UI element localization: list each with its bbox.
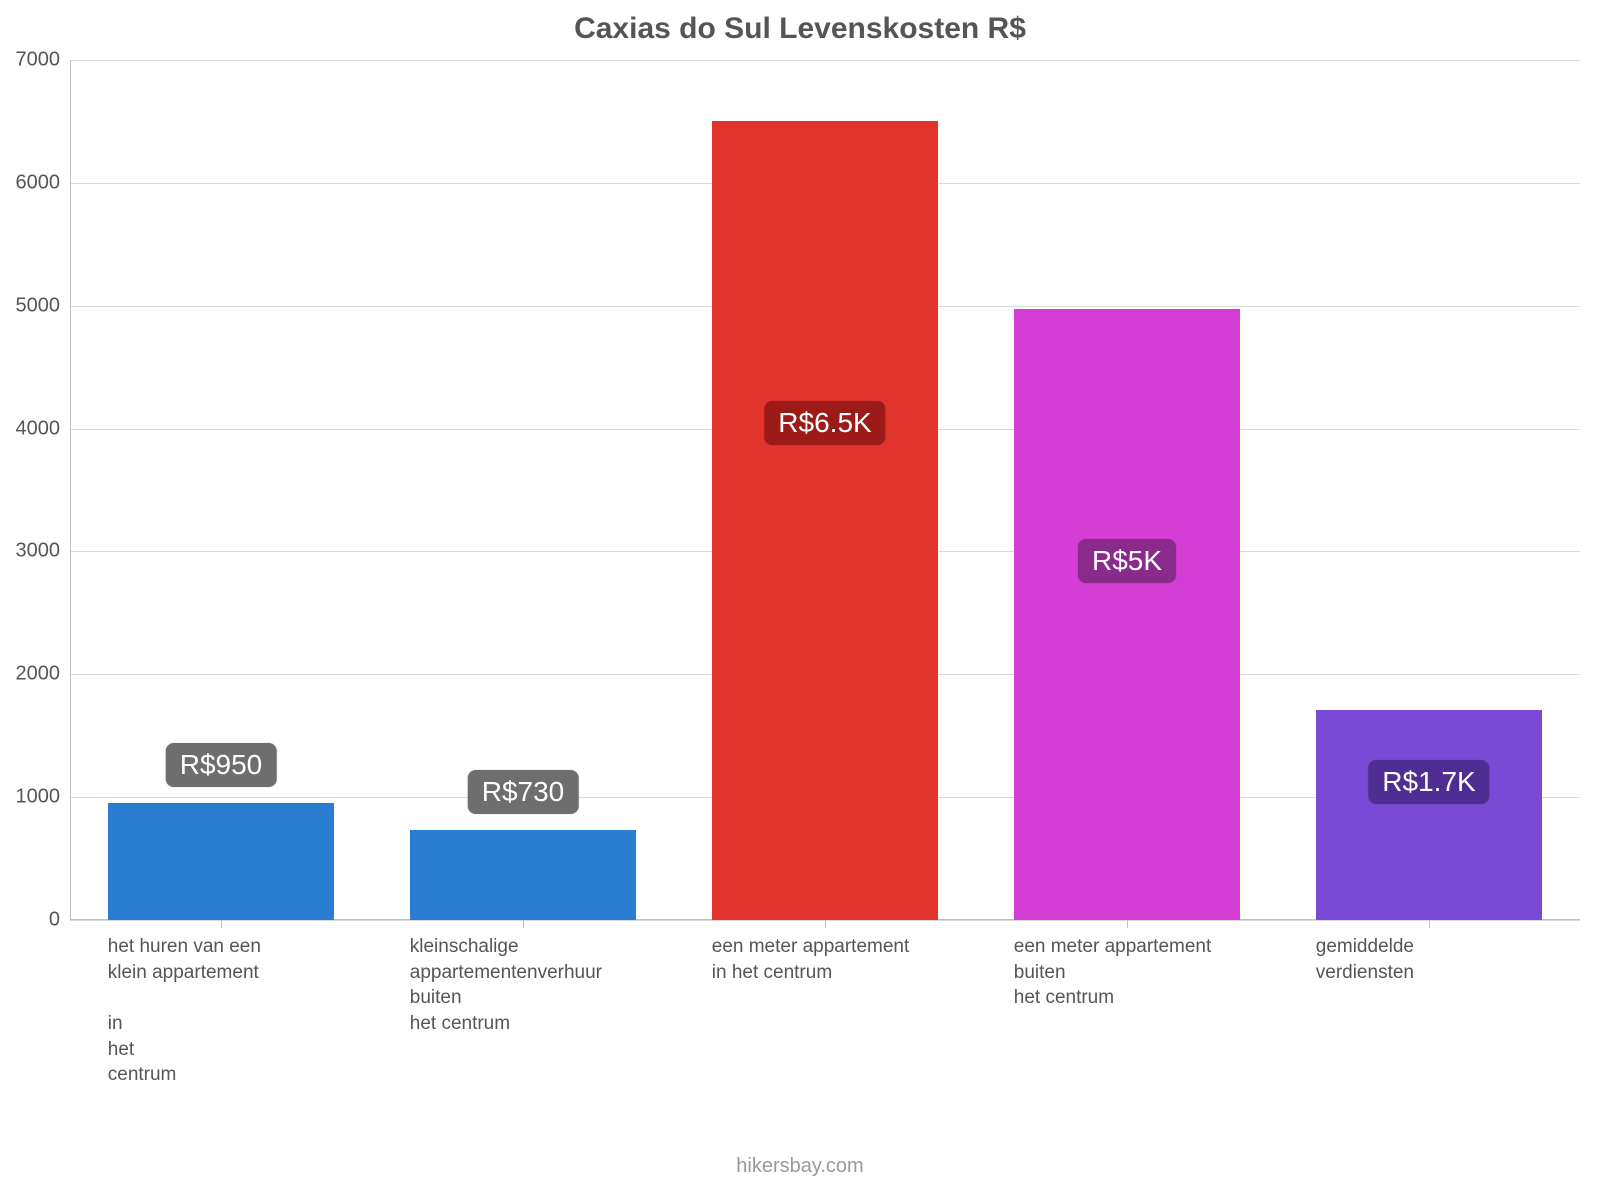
x-axis-label: kleinschalige appartementenverhuur buite…: [410, 934, 637, 1037]
y-tick-label: 5000: [16, 294, 71, 317]
y-tick-label: 2000: [16, 663, 71, 686]
bar-value-label: R$950: [166, 743, 277, 787]
bar: R$6.5K: [712, 121, 939, 920]
x-tick-mark: [523, 920, 524, 928]
x-tick-mark: [825, 920, 826, 928]
bar-value-label: R$6.5K: [764, 401, 885, 445]
bar: R$5K: [1014, 309, 1241, 920]
x-axis-label: een meter appartement buiten het centrum: [1014, 934, 1241, 1011]
x-tick-mark: [1429, 920, 1430, 928]
x-axis-label: gemiddelde verdiensten: [1316, 934, 1543, 985]
bar-value-label: R$1.7K: [1368, 760, 1489, 804]
bar: R$1.7K: [1316, 710, 1543, 920]
bar-value-label: R$5K: [1078, 539, 1176, 583]
y-tick-label: 1000: [16, 786, 71, 809]
chart-footer: hikersbay.com: [0, 1155, 1600, 1178]
x-axis-label: het huren van een klein appartement in h…: [108, 934, 335, 1088]
chart-title: Caxias do Sul Levenskosten R$: [0, 12, 1600, 46]
bar: R$730: [410, 830, 637, 920]
chart-container: Caxias do Sul Levenskosten R$ 0 1000 2000 3…: [0, 0, 1600, 1200]
bar: R$950: [108, 803, 335, 920]
x-axis-label: een meter appartement in het centrum: [712, 934, 939, 985]
y-tick-label: 4000: [16, 417, 71, 440]
y-tick-label: 0: [49, 909, 70, 932]
bars: R$950 R$730 R$6.5K R$5K R$1.7K: [70, 60, 1580, 920]
bar-value-label: R$730: [468, 770, 579, 814]
y-tick-label: 6000: [16, 171, 71, 194]
x-tick-mark: [221, 920, 222, 928]
plot-inner: 01000200030004000500060007000R$950R$730R…: [70, 60, 1580, 920]
x-tick-mark: [1127, 920, 1128, 928]
y-tick-label: 3000: [16, 540, 71, 563]
y-tick-label: 7000: [16, 49, 71, 72]
x-axis-labels: het huren van een klein appartement in h…: [70, 934, 1580, 1154]
plot-area: 01000200030004000500060007000R$950R$730R…: [70, 60, 1580, 920]
